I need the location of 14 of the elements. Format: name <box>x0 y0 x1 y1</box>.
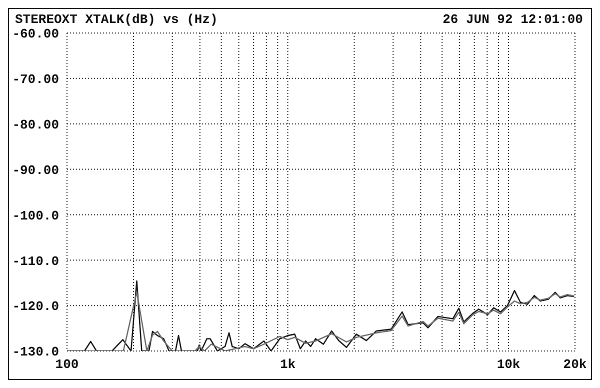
text: 26 JUN 92 12:01:00 <box>442 12 583 27</box>
x-tick-label: 10k <box>496 357 520 372</box>
y-tick-label: -70.00 <box>12 72 60 88</box>
y-tick-label: -90.00 <box>12 162 60 178</box>
x-tick-label: 1k <box>280 357 296 372</box>
chart-title: STEREOXT XTALK(dB) vs (Hz) <box>15 12 218 27</box>
y-tick-label: -130.0 <box>12 344 60 360</box>
y-tick-label: -110.0 <box>12 254 60 269</box>
y-tick-label: -100.0 <box>12 208 60 224</box>
y-tick-label: -80.00 <box>12 117 60 132</box>
y-tick-label: -120.0 <box>12 299 60 314</box>
y-tick-label: -60.00 <box>12 26 60 42</box>
x-tick-label: 100 <box>55 357 79 372</box>
x-tick-label: 20k <box>563 357 587 372</box>
